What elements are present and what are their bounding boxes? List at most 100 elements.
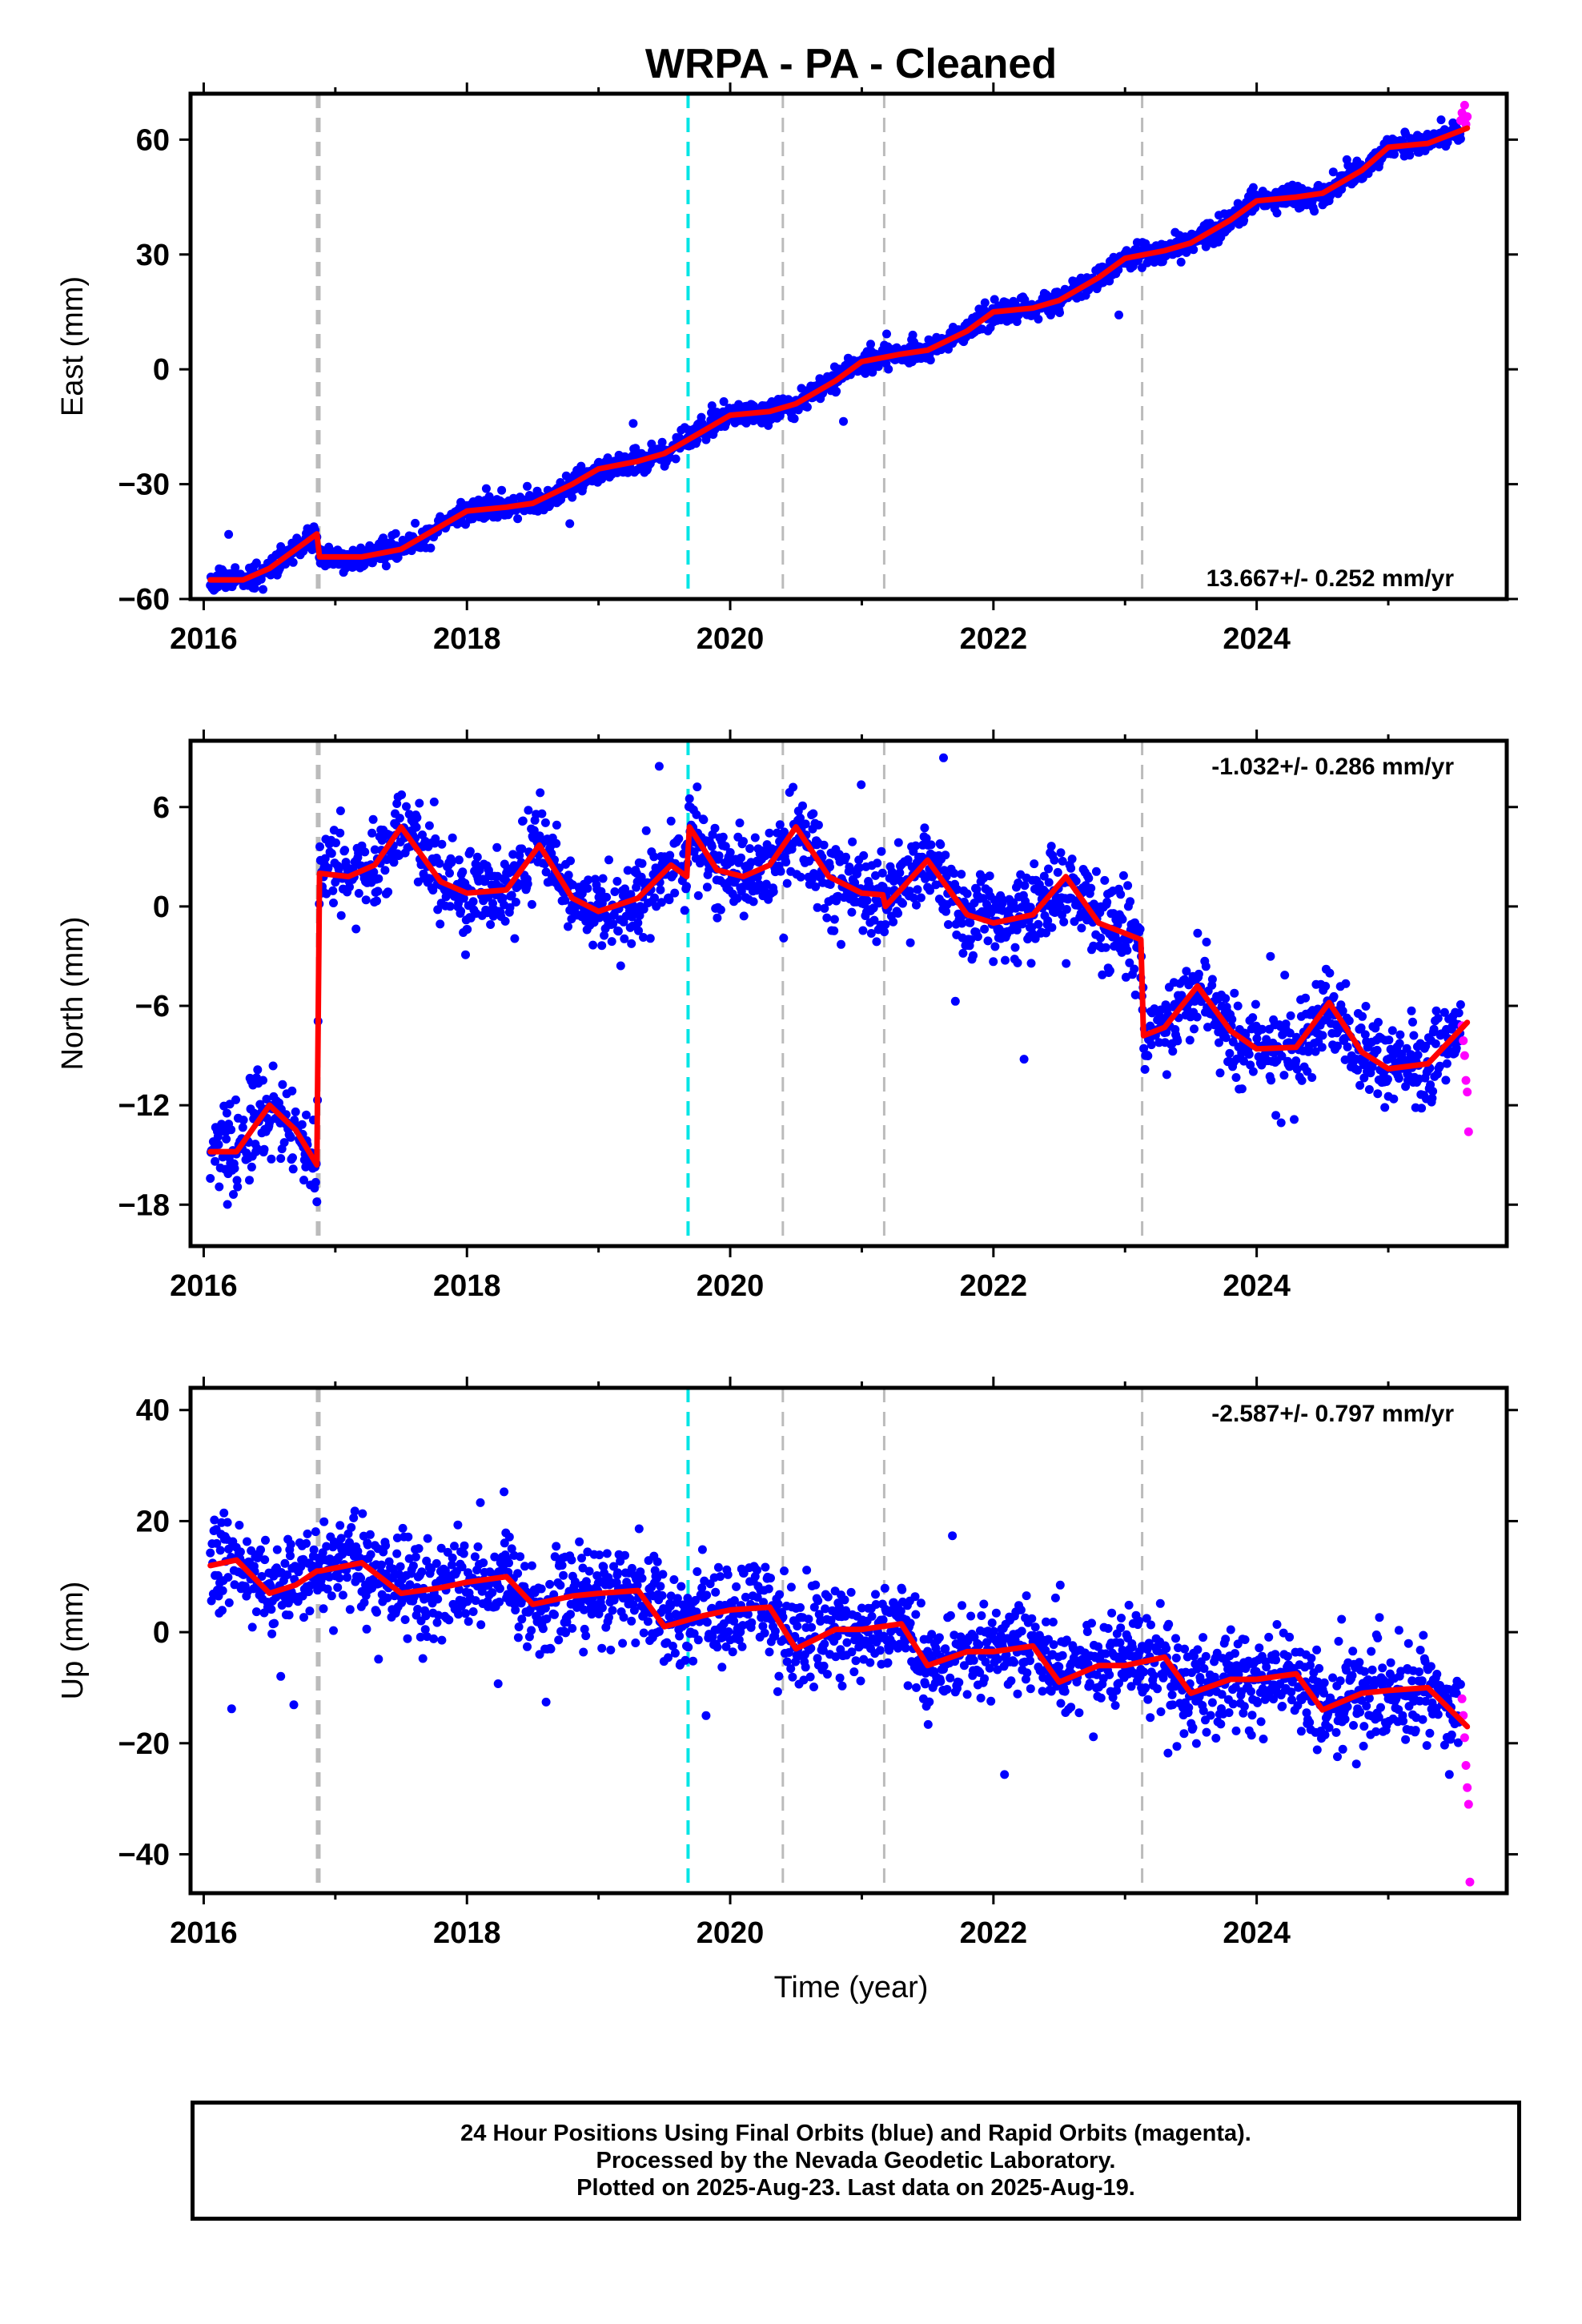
- up-data-point: [286, 1539, 295, 1549]
- north-data-point: [1389, 1094, 1399, 1104]
- north-data-point: [276, 1154, 286, 1164]
- east-data-point: [576, 461, 586, 471]
- north-data-point: [905, 938, 915, 947]
- east-data-point: [657, 437, 667, 447]
- north-data-point: [259, 1076, 267, 1085]
- north-data-point: [604, 855, 613, 865]
- north-rapid-orbit-point: [1461, 1076, 1471, 1085]
- north-data-point: [383, 887, 393, 897]
- up-data-point: [606, 1645, 616, 1655]
- north-data-point: [424, 821, 434, 830]
- east-rapid-orbit-point: [1460, 100, 1469, 110]
- up-data-point: [811, 1580, 821, 1590]
- east-data-point: [980, 298, 990, 308]
- up-data-point: [500, 1487, 509, 1497]
- up-data-point: [689, 1656, 698, 1666]
- north-data-point: [1193, 928, 1203, 938]
- north-data-point: [1118, 870, 1128, 880]
- up-data-point: [723, 1570, 733, 1579]
- north-data-point: [395, 814, 404, 823]
- up-data-point: [597, 1603, 607, 1613]
- north-data-point: [1135, 924, 1145, 934]
- north-data-point: [1442, 1059, 1452, 1068]
- up-data-point: [713, 1642, 722, 1652]
- up-data-point: [433, 1594, 443, 1604]
- north-data-point: [680, 906, 689, 915]
- east-data-point: [866, 340, 875, 349]
- up-data-point: [670, 1648, 680, 1658]
- north-data-point: [920, 823, 930, 833]
- north-data-point: [336, 911, 346, 920]
- up-data-point: [717, 1663, 727, 1672]
- up-data-point: [643, 1617, 652, 1626]
- up-data-point: [840, 1595, 849, 1605]
- up-data-point: [764, 1584, 773, 1594]
- up-data-point: [381, 1541, 391, 1550]
- north-data-point: [656, 885, 665, 895]
- north-data-point: [215, 1182, 224, 1192]
- north-data-point: [796, 872, 805, 882]
- north-data-point: [1013, 958, 1022, 967]
- north-data-point: [230, 1164, 239, 1173]
- east-data-point: [1310, 207, 1319, 216]
- north-data-point: [737, 853, 745, 862]
- north-data-point: [1215, 1068, 1225, 1078]
- up-data-point: [267, 1629, 277, 1638]
- up-data-point: [851, 1656, 861, 1666]
- north-data-point: [707, 842, 717, 851]
- east-data-point: [231, 563, 240, 573]
- up-data-point: [770, 1626, 780, 1636]
- north-data-point: [944, 920, 953, 929]
- up-data-point: [793, 1622, 802, 1630]
- east-data-point: [671, 454, 681, 464]
- east-final-orbit-points: [206, 115, 1465, 595]
- up-data-point: [823, 1592, 833, 1602]
- up-data-point: [305, 1606, 315, 1616]
- north-data-point: [380, 866, 390, 875]
- north-data-point: [374, 874, 383, 883]
- north-data-point: [335, 828, 345, 838]
- north-data-point: [1102, 898, 1112, 907]
- up-data-point: [511, 1606, 520, 1614]
- up-data-point: [311, 1527, 320, 1537]
- up-data-point: [545, 1579, 555, 1589]
- up-data-point: [303, 1529, 312, 1538]
- north-data-point: [267, 1154, 276, 1164]
- north-data-point: [1267, 1076, 1276, 1085]
- north-data-point: [361, 895, 371, 905]
- up-data-point: [837, 1681, 847, 1691]
- up-data-point: [568, 1623, 577, 1633]
- up-data-point: [493, 1679, 503, 1688]
- north-data-point: [1227, 1015, 1237, 1024]
- north-data-point: [1096, 933, 1106, 943]
- north-data-point: [1101, 943, 1110, 952]
- up-data-point: [820, 1639, 829, 1649]
- north-data-point: [857, 780, 866, 790]
- east-data-point: [628, 419, 638, 428]
- north-data-point: [1086, 883, 1096, 893]
- up-data-point: [224, 1598, 234, 1607]
- up-data-point: [819, 1661, 829, 1671]
- north-data-point: [1383, 1075, 1392, 1084]
- north-data-point: [607, 937, 616, 947]
- east-data-point: [839, 416, 848, 426]
- up-data-point: [669, 1575, 679, 1584]
- north-data-point: [510, 934, 520, 943]
- north-data-point: [227, 1125, 236, 1135]
- up-data-point: [338, 1590, 347, 1600]
- north-data-point: [841, 852, 850, 862]
- north-data-point: [1062, 959, 1071, 968]
- north-data-point: [962, 889, 972, 899]
- north-data-point: [1409, 1031, 1419, 1040]
- up-data-point: [362, 1624, 371, 1634]
- north-data-point: [1374, 1018, 1383, 1027]
- north-data-point: [926, 840, 936, 850]
- up-data-point: [398, 1523, 408, 1533]
- north-data-point: [598, 874, 608, 883]
- north-data-point: [1413, 1050, 1423, 1059]
- north-data-point: [331, 838, 340, 847]
- north-data-point: [1441, 1076, 1451, 1085]
- up-data-point: [473, 1542, 483, 1551]
- north-data-point: [524, 806, 533, 815]
- up-data-point: [575, 1537, 584, 1546]
